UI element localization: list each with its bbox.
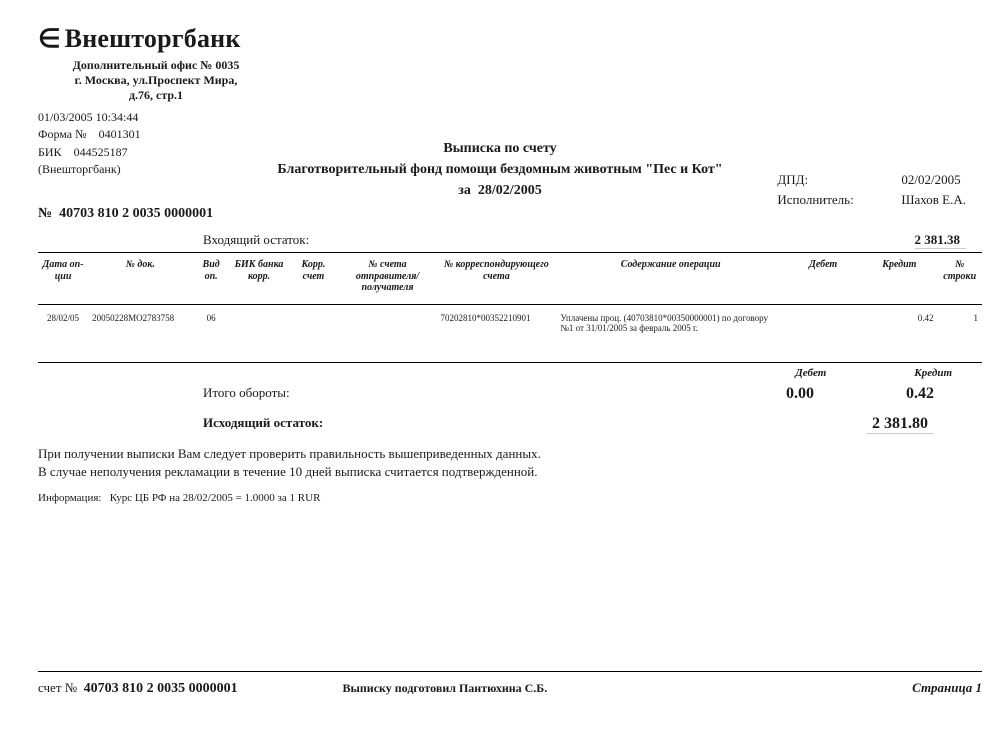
page-footer: счет № 40703 810 2 0035 0000001 Выписку … (38, 671, 982, 697)
col-date: Дата оп-ции (38, 253, 88, 305)
cell-doc: 20050228MO2783758 (88, 304, 193, 339)
turnover-debit: 0.00 (786, 385, 814, 403)
col-bik: БИК банка корр. (230, 253, 289, 305)
col-corr-acct: Корр. счет (288, 253, 338, 305)
bank-logo-row: ∈ Внешторгбанк (38, 24, 980, 54)
table-header-row: Дата оп-ции № док. Вид оп. БИК банка кор… (38, 253, 982, 305)
statement-page: ∈ Внешторгбанк Дополнительный офис № 003… (0, 0, 1000, 739)
office-line: Дополнительный офис № 0035 (56, 58, 256, 73)
cell-corr-no: 70202810*00352210901 (437, 304, 557, 339)
turnover-label: Итого обороты: (203, 385, 290, 401)
col-line: № строки (937, 253, 982, 305)
cell-type: 06 (193, 304, 230, 339)
table-row: 28/02/05 20050228MO2783758 06 70202810*0… (38, 304, 982, 339)
incoming-balance-value: 2 381.38 (915, 232, 967, 249)
transactions-table: Дата оп-ции № док. Вид оп. БИК банка кор… (38, 252, 982, 339)
col-doc: № док. (88, 253, 193, 305)
incoming-balance-label: Входящий остаток: (203, 232, 309, 249)
cell-debit (785, 304, 861, 339)
outgoing-row: Исходящий остаток: 2 381.80 (38, 415, 982, 431)
footer-acct-label: счет № (38, 680, 77, 695)
cell-date: 28/02/05 (38, 304, 88, 339)
transactions-table-wrap: Дата оп-ции № док. Вид оп. БИК банка кор… (38, 252, 982, 339)
col-credit: Кредит (861, 253, 937, 305)
footer-account-number: 40703 810 2 0035 0000001 (84, 681, 238, 696)
account-number-line: № 40703 810 2 0035 0000001 (38, 206, 213, 222)
turnover-row: Итого обороты: 0.00 0.42 (38, 385, 982, 401)
prepared-by: Пантюхина С.Б. (459, 681, 547, 695)
dpd-label: ДПД: (777, 172, 877, 188)
turnover-credit: 0.42 (906, 385, 934, 403)
totals-col-labels: Дебет Кредит (38, 367, 982, 379)
office-address: Дополнительный офис № 0035 г. Москва, ул… (56, 58, 256, 103)
statement-date: 28/02/2005 (478, 183, 542, 198)
cell-sender-acct (339, 304, 437, 339)
page-label: Страница (912, 680, 972, 695)
bank-name: Внешторгбанк (65, 24, 241, 54)
tot-debit-label: Дебет (795, 367, 826, 379)
notice-line-1: При получении выписки Вам следует провер… (38, 445, 982, 463)
col-sender-acct: № счета отправителя/ получателя (339, 253, 437, 305)
page-number: 1 (976, 680, 983, 695)
address-line-1: г. Москва, ул.Проспект Мира, (56, 73, 256, 88)
address-line-2: д.76, стр.1 (56, 88, 256, 103)
totals-block: Дебет Кредит Итого обороты: 0.00 0.42 Ис… (38, 362, 982, 504)
right-meta-block: ДПД: 02/02/2005 Исполнитель: Шахов Е.А. (777, 172, 966, 212)
info-label: Информация: (38, 492, 101, 504)
outgoing-label: Исходящий остаток: (203, 415, 323, 431)
date-prefix: за (458, 183, 471, 198)
account-number: 40703 810 2 0035 0000001 (59, 206, 213, 221)
info-text: Курс ЦБ РФ на 28/02/2005 = 1.0000 за 1 R… (110, 492, 321, 504)
notice-line-2: В случае неполучения рекламации в течени… (38, 463, 982, 481)
col-corr-no: № корреспондирующего счета (437, 253, 557, 305)
cell-corr-acct (288, 304, 338, 339)
col-desc: Содержание операции (556, 253, 785, 305)
executor-name: Шахов Е.А. (901, 192, 966, 208)
statement-title: Выписка по счету (0, 138, 1000, 159)
incoming-balance-row: Входящий остаток: 2 381.38 (38, 232, 966, 249)
col-type: Вид оп. (193, 253, 230, 305)
notice-block: При получении выписки Вам следует провер… (38, 445, 982, 480)
cell-bik (230, 304, 289, 339)
cell-desc: Уплачены проц. (40703810*00350000001) по… (556, 304, 785, 339)
prepared-label: Выписку подготовил (343, 681, 456, 695)
acct-prefix: № (38, 206, 52, 221)
bank-logo-icon: ∈ (38, 26, 61, 52)
tot-credit-label: Кредит (914, 367, 952, 379)
info-line: Информация: Курс ЦБ РФ на 28/02/2005 = 1… (38, 492, 982, 504)
dpd-value: 02/02/2005 (901, 172, 960, 188)
col-debit: Дебет (785, 253, 861, 305)
cell-line: 1 (937, 304, 982, 339)
outgoing-value: 2 381.80 (866, 415, 934, 434)
print-timestamp: 01/03/2005 10:34:44 (38, 109, 980, 126)
cell-credit: 0.42 (861, 304, 937, 339)
executor-label: Исполнитель: (777, 192, 877, 208)
